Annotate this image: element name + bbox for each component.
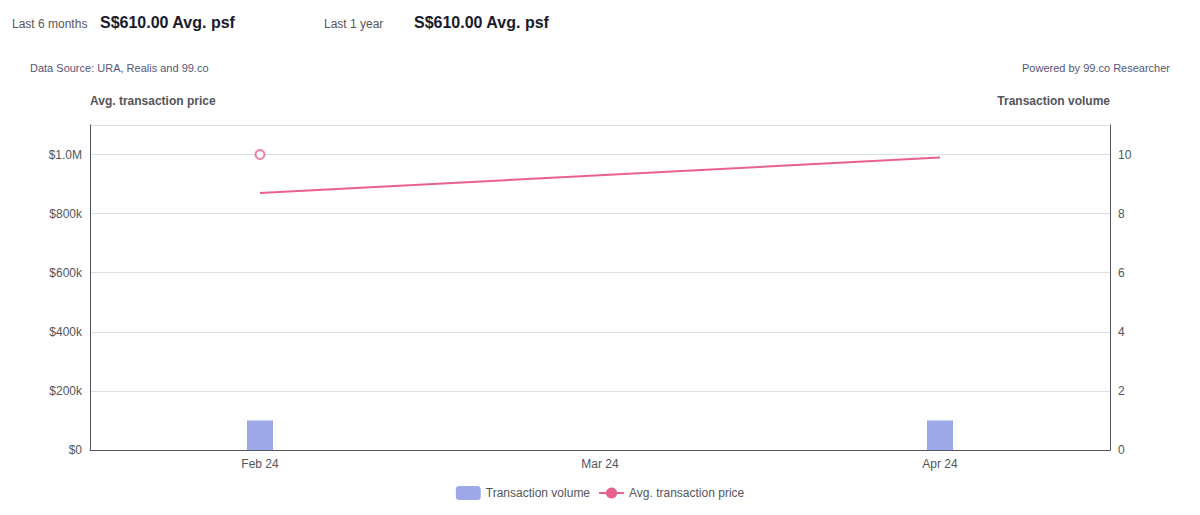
svg-text:S$610.00 Avg. psf: S$610.00 Avg. psf [414, 14, 550, 31]
svg-text:Last 1 year: Last 1 year [324, 17, 383, 31]
svg-text:Transaction volume: Transaction volume [486, 486, 591, 500]
svg-text:2: 2 [1118, 384, 1125, 398]
svg-text:0: 0 [1118, 443, 1125, 457]
svg-text:10: 10 [1118, 148, 1132, 162]
svg-text:$1.0M: $1.0M [49, 148, 82, 162]
svg-text:Feb 24: Feb 24 [241, 457, 279, 471]
svg-text:Mar 24: Mar 24 [581, 457, 619, 471]
svg-text:$400k: $400k [49, 325, 83, 339]
svg-text:6: 6 [1118, 266, 1125, 280]
svg-text:$600k: $600k [49, 266, 83, 280]
svg-text:S$610.00 Avg. psf: S$610.00 Avg. psf [100, 14, 236, 31]
svg-text:4: 4 [1118, 325, 1125, 339]
svg-text:Data Source: URA, Realis and 9: Data Source: URA, Realis and 99.co [30, 62, 209, 74]
svg-text:Avg. transaction price: Avg. transaction price [90, 94, 216, 108]
svg-text:Powered by 99.co Researcher: Powered by 99.co Researcher [1022, 62, 1170, 74]
svg-text:8: 8 [1118, 207, 1125, 221]
svg-text:Avg. transaction price: Avg. transaction price [629, 486, 744, 500]
svg-text:$800k: $800k [49, 207, 83, 221]
svg-text:$0: $0 [69, 443, 83, 457]
svg-text:Transaction volume: Transaction volume [997, 94, 1110, 108]
svg-text:Apr 24: Apr 24 [922, 457, 958, 471]
svg-text:Last 6 months: Last 6 months [12, 17, 87, 31]
svg-text:$200k: $200k [49, 384, 83, 398]
